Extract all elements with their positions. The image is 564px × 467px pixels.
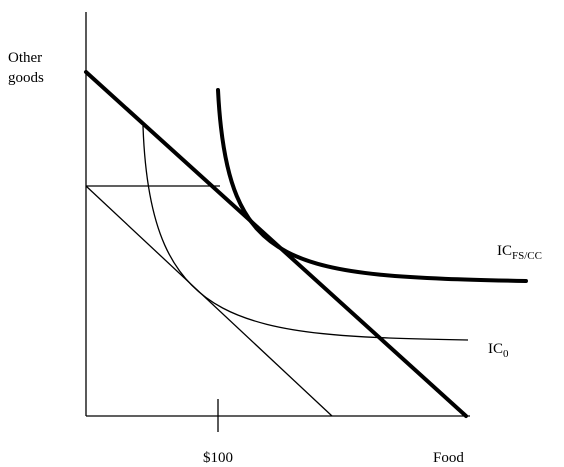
ic0-label-sub: 0 bbox=[503, 348, 509, 360]
original-budget-line bbox=[85, 185, 333, 417]
ic-fscc-label-sub: FS/CC bbox=[512, 250, 542, 262]
ic-fscc-curve bbox=[216, 88, 528, 283]
y-axis-label-line1: Other bbox=[8, 50, 42, 66]
ic0-label: IC0 bbox=[488, 341, 509, 360]
x-tick-label: $100 bbox=[203, 450, 233, 466]
ic-fscc-label-main: IC bbox=[497, 243, 512, 259]
y-axis-label-line2: goods bbox=[8, 70, 44, 86]
ic-fscc-label: ICFS/CC bbox=[497, 243, 542, 262]
ic0-curve bbox=[142, 125, 469, 341]
x-axis-label: Food bbox=[433, 450, 464, 466]
ic0-label-main: IC bbox=[488, 341, 503, 357]
